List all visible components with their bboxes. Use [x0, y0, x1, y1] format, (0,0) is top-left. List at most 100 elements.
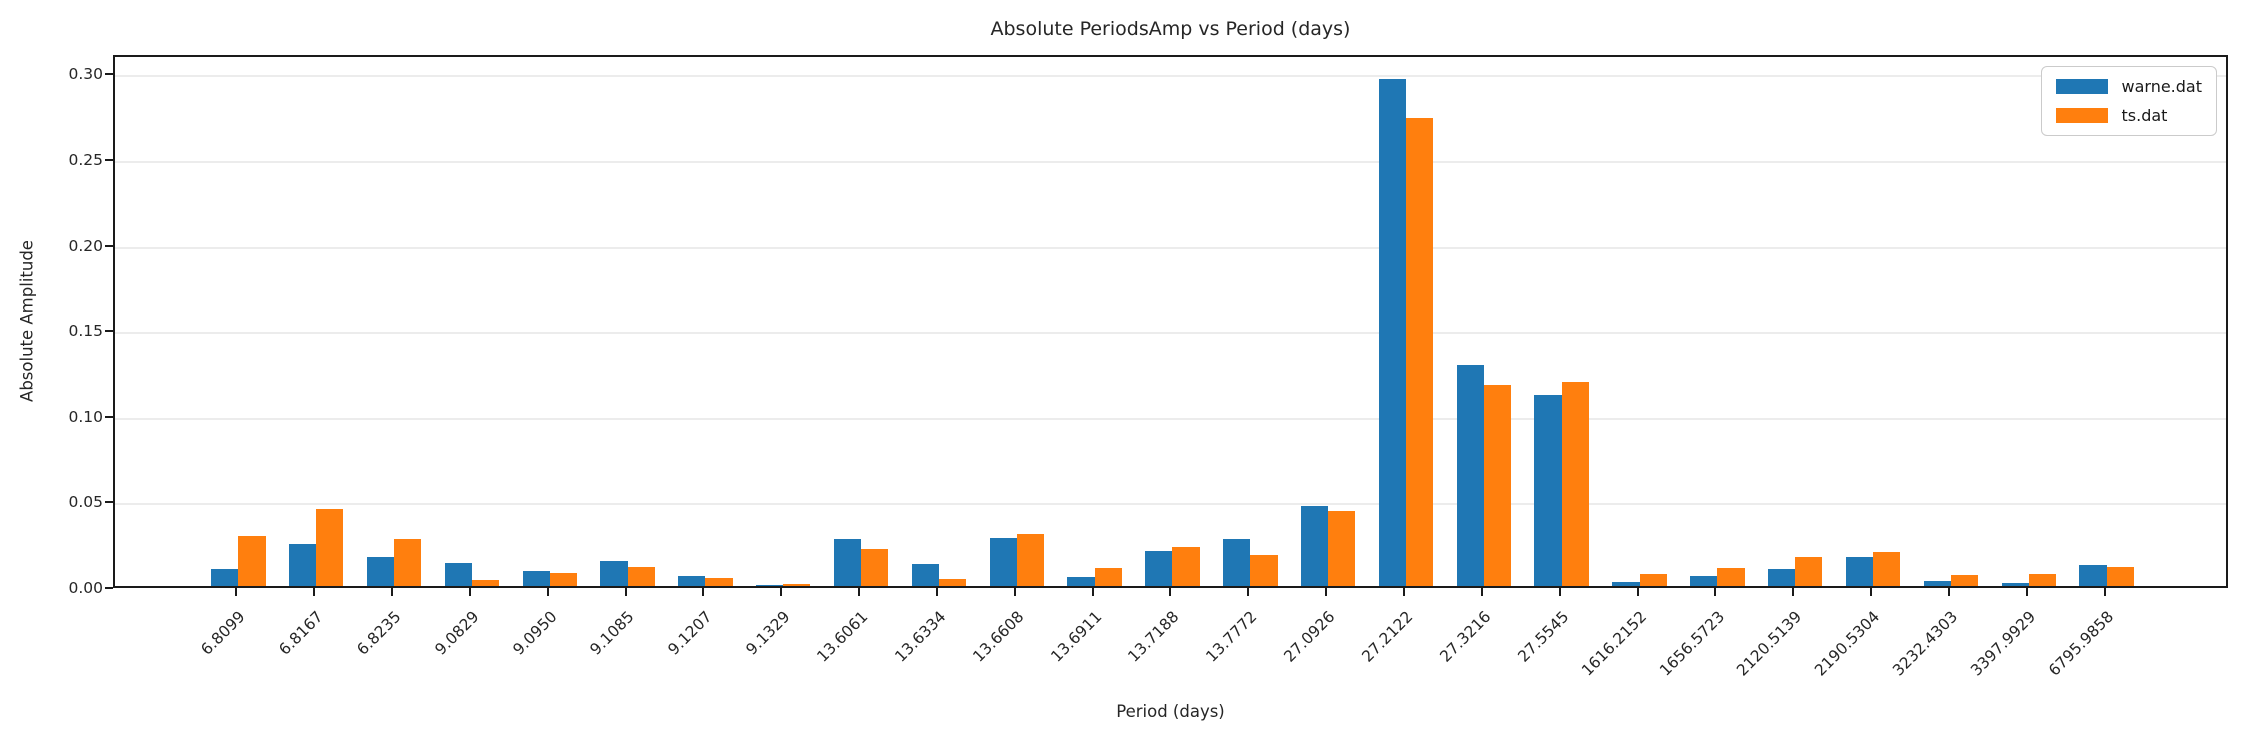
bar-warne.dat-6.8099 — [211, 568, 239, 586]
x-tick-label-3232.4303: 3232.4303 — [1889, 607, 1962, 680]
x-tick-label-6.8235: 6.8235 — [353, 607, 405, 659]
x-tick-label-6795.9858: 6795.9858 — [2044, 607, 2117, 680]
bar-ts.dat-9.1085 — [627, 567, 655, 586]
x-tick-label-13.6608: 13.6608 — [969, 607, 1028, 666]
x-tick-mark — [1325, 588, 1328, 596]
bar-ts.dat-27.2122 — [1406, 118, 1434, 586]
bar-warne.dat-6795.9858 — [2079, 565, 2107, 586]
x-tick-mark — [1247, 588, 1250, 596]
bar-ts.dat-27.5545 — [1561, 381, 1589, 586]
y-tick-mark — [105, 501, 113, 504]
bar-warne.dat-27.0926 — [1300, 506, 1329, 586]
bar-warne.dat-1616.2152 — [1612, 581, 1640, 586]
y-tick-label: 0.25 — [68, 150, 103, 169]
bar-warne.dat-9.1329 — [756, 585, 784, 586]
bar-warne.dat-3232.4303 — [1923, 581, 1951, 586]
bar-warne.dat-13.6061 — [833, 539, 862, 586]
bar-ts.dat-2120.5139 — [1795, 556, 1823, 586]
bar-warne.dat-1656.5723 — [1690, 575, 1718, 586]
x-tick-mark — [935, 588, 938, 596]
x-tick-label-3397.9929: 3397.9929 — [1967, 607, 2040, 680]
bar-ts.dat-3232.4303 — [1950, 574, 1979, 586]
x-tick-mark — [702, 588, 705, 596]
bar-warne.dat-27.2122 — [1378, 78, 1406, 586]
bar-warne.dat-13.6334 — [911, 563, 939, 586]
bar-ts.dat-9.1329 — [783, 584, 811, 586]
x-tick-mark — [1480, 588, 1483, 596]
x-tick-label-27.2122: 27.2122 — [1358, 607, 1417, 666]
x-tick-label-13.7188: 13.7188 — [1124, 607, 1183, 666]
y-tick-label: 0.05 — [68, 493, 103, 512]
bar-ts.dat-1656.5723 — [1717, 568, 1745, 586]
bar-warne.dat-9.0829 — [444, 562, 472, 586]
legend-label: warne.dat — [2121, 77, 2203, 96]
x-tick-mark — [858, 588, 861, 596]
bar-warne.dat-2120.5139 — [1768, 569, 1796, 586]
legend-row-warne.dat: warne.dat — [2055, 77, 2203, 96]
legend-label: ts.dat — [2121, 106, 2168, 125]
x-tick-mark — [780, 588, 783, 596]
bar-warne.dat-9.1085 — [600, 561, 628, 586]
grid-line — [115, 246, 2226, 249]
x-tick-mark — [1792, 588, 1795, 596]
x-tick-label-9.1329: 9.1329 — [742, 607, 794, 659]
bar-ts.dat-9.1207 — [705, 578, 733, 586]
bar-warne.dat-27.3216 — [1456, 365, 1484, 586]
bar-warne.dat-27.5545 — [1534, 394, 1562, 586]
bar-ts.dat-9.0950 — [549, 572, 577, 586]
x-tick-mark — [2025, 588, 2028, 596]
y-tick-label: 0.10 — [68, 407, 103, 426]
x-tick-mark — [1870, 588, 1873, 596]
x-tick-mark — [546, 588, 549, 596]
y-tick-mark — [105, 73, 113, 76]
legend: warne.dat ts.dat — [2040, 66, 2217, 136]
bar-ts.dat-13.7772 — [1250, 554, 1278, 586]
bar-ts.dat-13.6608 — [1016, 533, 1044, 586]
grid-line — [115, 417, 2226, 420]
x-tick-mark — [1403, 588, 1405, 596]
x-tick-label-27.0926: 27.0926 — [1280, 607, 1339, 666]
x-tick-mark — [1091, 588, 1094, 596]
y-tick-label: 0.30 — [68, 65, 103, 84]
x-tick-mark — [1558, 588, 1561, 596]
bar-warne.dat-3397.9929 — [2001, 582, 2029, 586]
x-tick-label-13.6061: 13.6061 — [813, 607, 872, 666]
legend-swatch-ts.dat — [2055, 108, 2108, 123]
bar-ts.dat-6795.9858 — [2106, 567, 2134, 586]
y-tick-label: 0.00 — [68, 579, 103, 597]
x-tick-label-13.6334: 13.6334 — [891, 607, 950, 666]
y-tick-mark — [105, 158, 113, 161]
bar-ts.dat-2190.5304 — [1873, 552, 1901, 586]
bar-warne.dat-9.0950 — [522, 570, 550, 586]
bar-ts.dat-13.6911 — [1094, 568, 1122, 586]
x-tick-mark — [391, 588, 394, 596]
x-tick-mark — [1947, 588, 1950, 596]
chart-title: Absolute PeriodsAmp vs Period (days) — [990, 18, 1351, 40]
x-tick-label-13.7772: 13.7772 — [1202, 607, 1261, 666]
x-tick-label-9.0829: 9.0829 — [431, 607, 483, 659]
x-tick-label-13.6911: 13.6911 — [1046, 607, 1106, 666]
legend-swatch-warne.dat — [2055, 79, 2108, 94]
bar-ts.dat-13.7188 — [1172, 547, 1200, 586]
legend-row-ts.dat: ts.dat — [2055, 106, 2203, 125]
bar-ts.dat-6.8099 — [238, 535, 266, 586]
bar-warne.dat-13.6911 — [1067, 576, 1095, 586]
x-tick-label-1656.5723: 1656.5723 — [1655, 607, 1728, 680]
bar-ts.dat-9.0829 — [471, 580, 500, 586]
plot-area — [113, 55, 2228, 588]
grid-line — [115, 332, 2226, 335]
bar-ts.dat-13.6061 — [861, 549, 889, 586]
x-tick-label-2190.5304: 2190.5304 — [1811, 607, 1884, 680]
x-axis-label: Period (days) — [1116, 702, 1225, 721]
grid-line — [115, 160, 2226, 163]
x-tick-mark — [1714, 588, 1717, 596]
x-tick-mark — [235, 588, 238, 596]
x-tick-label-27.5545: 27.5545 — [1513, 607, 1573, 666]
bar-warne.dat-6.8235 — [366, 556, 395, 586]
x-tick-label-27.3216: 27.3216 — [1436, 607, 1495, 666]
bar-ts.dat-6.8235 — [394, 538, 422, 586]
x-tick-mark — [1636, 588, 1639, 596]
grid-line — [115, 75, 2226, 78]
bar-warne.dat-13.6608 — [989, 537, 1017, 586]
